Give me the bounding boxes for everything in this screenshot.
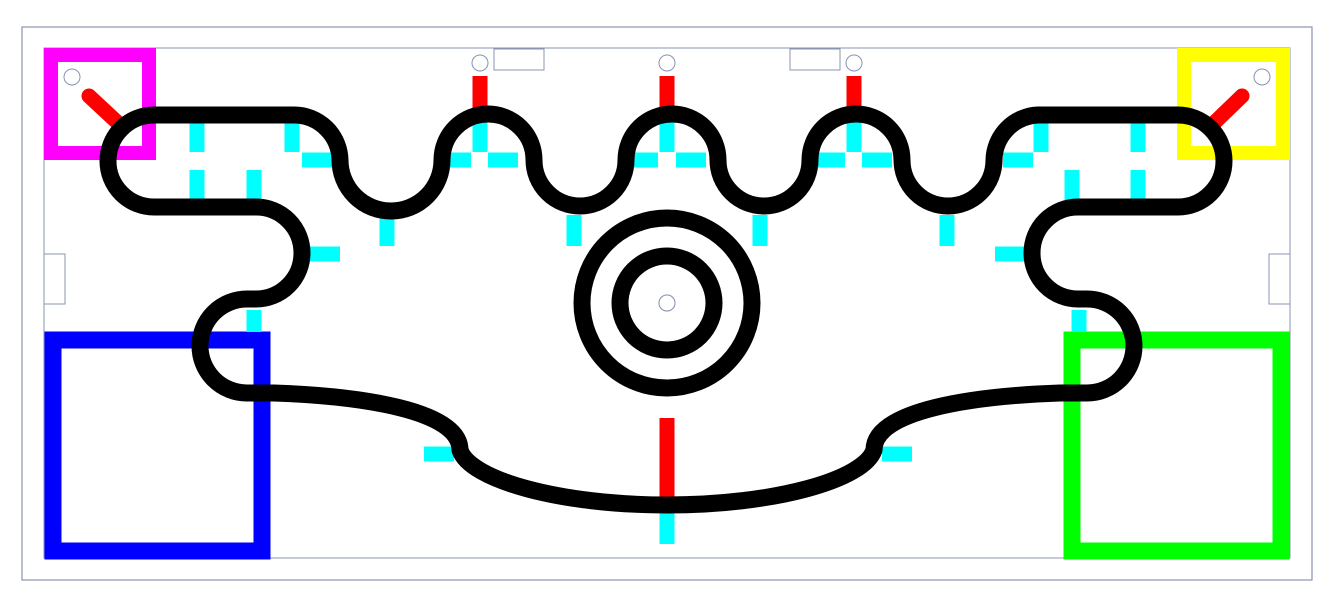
fixture-top-right <box>789 48 841 71</box>
hole-yellow <box>1253 68 1271 86</box>
hole-top-2 <box>658 54 676 72</box>
zone-yellow <box>1177 48 1290 160</box>
red-markers <box>81 76 1250 497</box>
hole-top-3 <box>845 54 863 72</box>
hole-top-1 <box>471 54 489 72</box>
fixture-right <box>1268 253 1291 305</box>
red-marker <box>1206 88 1250 131</box>
target-center-hole <box>658 294 676 312</box>
hole-magenta <box>63 68 81 86</box>
fixture-top-left <box>493 48 545 71</box>
cyan-markers <box>189 122 1146 544</box>
fixtures <box>43 48 1291 312</box>
track-line <box>99 105 1233 514</box>
zone-blue <box>44 331 271 560</box>
fixture-left <box>43 253 66 305</box>
target-outer-ring <box>573 209 761 397</box>
zone-magenta <box>44 48 156 160</box>
target-inner-ring <box>611 247 723 359</box>
zone-green <box>1063 331 1290 560</box>
red-marker <box>81 88 126 131</box>
